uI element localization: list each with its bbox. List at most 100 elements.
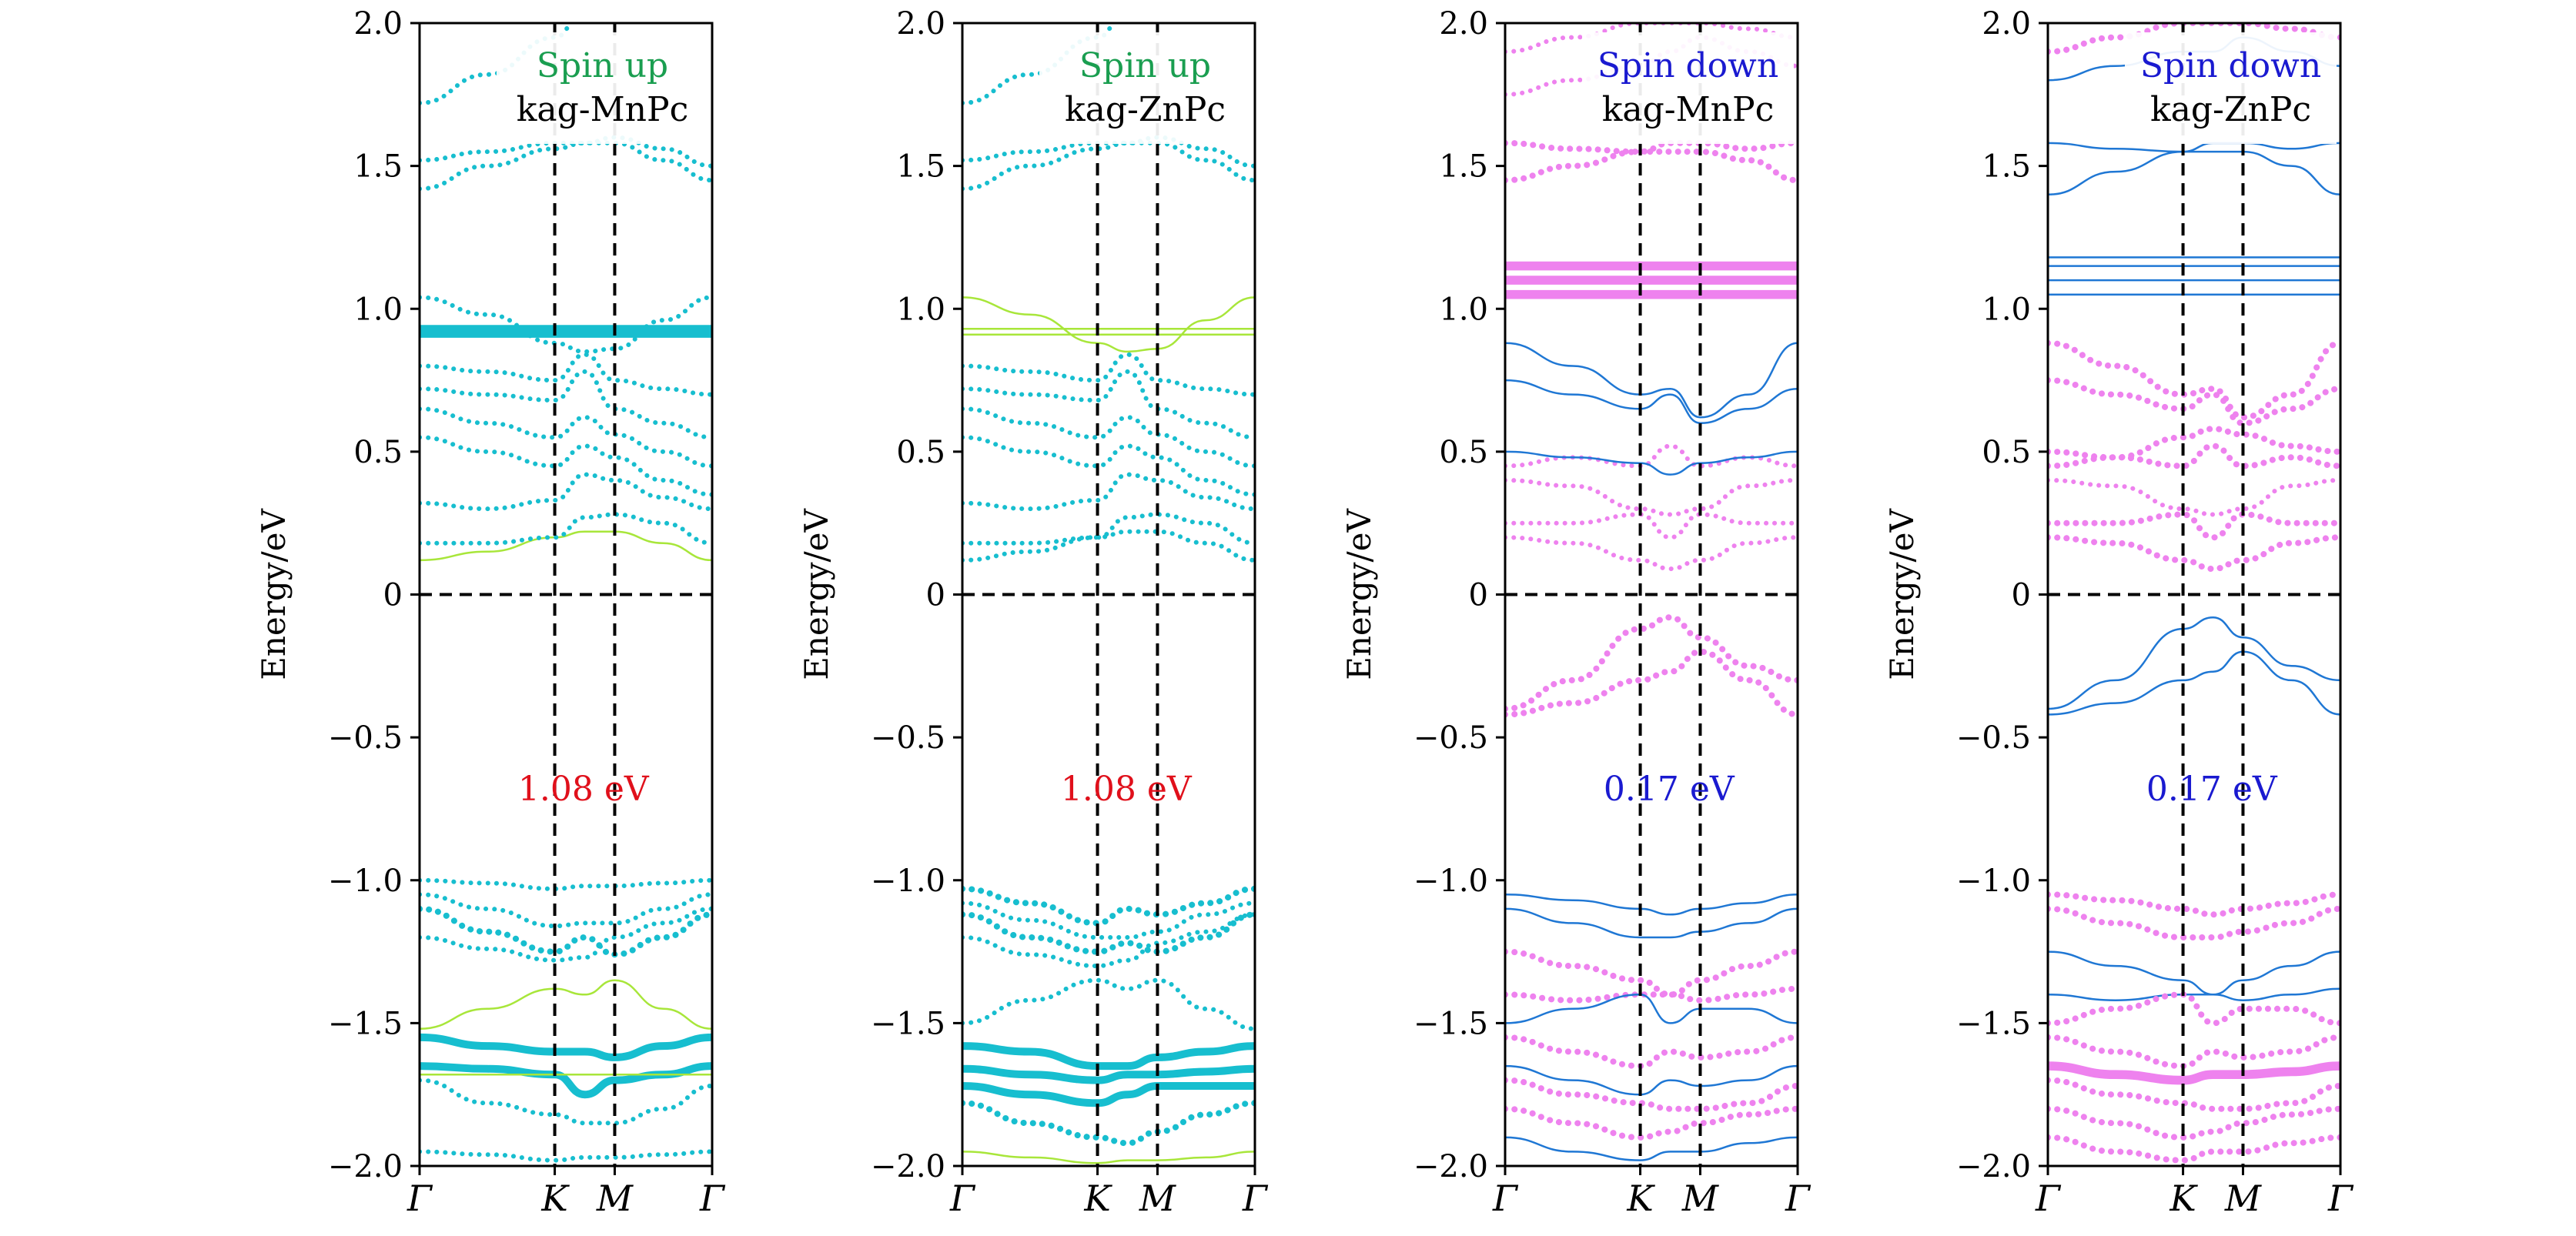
band-line [962,140,1255,192]
band-line [420,295,712,354]
band-line [2048,1077,2340,1112]
band-line [1505,894,1798,916]
band-line [420,892,712,929]
y-tick-label: 0.5 [353,435,403,470]
band-line [962,911,1255,955]
band-gap-label: 0.17 eV [2146,770,2278,809]
band-line [962,529,1255,563]
panel-1: 2.01.51.00.50−0.5−1.0−1.5−2.0Γ K M ΓEnergy/… [255,6,726,1219]
panel-3: 2.01.51.00.50−0.5−1.0−1.5−2.0Γ K M ΓEnergy/… [1340,6,1812,1219]
band-line [420,1033,712,1061]
band-line [962,912,1255,969]
y-tick-label: −2.0 [328,1149,403,1184]
band-line [2048,150,2340,196]
band-line [1505,23,1798,55]
band-line [420,906,712,963]
y-axis-label: Energy/eV [1883,509,1921,680]
spin-label: Spin down [2140,46,2321,85]
plot-area [420,23,712,1166]
y-tick-label: −1.5 [1956,1006,2031,1041]
band-line [1505,1034,1798,1070]
y-tick-label: −1.0 [1956,864,2031,899]
kpoint-label: Γ [949,1178,976,1219]
kpoint-label: Γ [2035,1178,2062,1219]
y-tick-label: −2.0 [871,1149,945,1184]
band-line [962,369,1255,440]
spin-label: Spin up [1079,46,1211,85]
panel-2: 2.01.51.00.50−0.5−1.0−1.5−2.0Γ K M ΓEnergy/… [798,6,1269,1219]
band-line [2048,339,2340,421]
y-tick-label: −2.0 [1956,1149,2031,1184]
band-line [420,369,712,440]
y-tick-label: 0.5 [1439,435,1488,470]
band-line [2048,511,2340,541]
y-tick-label: −0.5 [1413,720,1488,756]
band-line [2048,1134,2340,1164]
kpoint-label: Γ [699,1178,726,1219]
y-tick-label: 0 [1469,578,1488,613]
y-tick-label: 1.5 [1982,149,2031,185]
band-gap-label: 1.08 eV [1061,770,1193,809]
y-tick-label: 0.5 [1982,435,2031,470]
band-line [962,135,1255,169]
kpoint-label: K [1626,1178,1655,1219]
band-line [2048,1061,2340,1085]
band-line [1505,512,1798,540]
y-tick-label: −1.0 [328,864,403,899]
band-line [420,472,712,512]
y-tick-label: −0.5 [328,720,403,756]
band-line [1505,379,1798,425]
band-line [420,877,712,891]
kpoint-label: Γ [406,1178,433,1219]
spin-label: Spin down [1597,46,1778,85]
y-tick-label: −0.5 [871,720,945,756]
band-line [962,296,1255,353]
band-line [2048,426,2340,461]
band-line [2048,950,2340,996]
band-gap-label: 1.08 eV [518,770,650,809]
y-tick-label: −1.5 [871,1006,945,1041]
band-line [420,979,712,1031]
band-line [962,352,1255,397]
band-line [1505,35,1798,97]
band-line [1505,1077,1798,1112]
y-tick-label: 1.0 [1982,292,2031,327]
band-line [2048,23,2340,55]
band-line [2048,987,2340,1001]
band-line [2048,443,2340,469]
kpoint-label: K [2169,1178,2198,1219]
material-label: kag-MnPc [517,90,689,129]
band-line [1505,342,1798,419]
y-axis-label: Energy/eV [255,509,293,680]
band-line [962,1151,1255,1164]
band-line [2048,991,2340,1027]
band-line [420,530,712,562]
band-line [962,900,1255,940]
band-line [962,1064,1255,1084]
band-line [1505,139,1798,155]
kpoint-label: Γ [1785,1178,1812,1219]
band-line [2048,905,2340,941]
material-label: kag-ZnPc [1065,90,1226,129]
band-line [1505,1105,1798,1141]
band-gap-label: 0.17 eV [1604,770,1735,809]
band-line [1505,994,1798,1024]
y-tick-label: 0 [926,578,945,613]
kpoint-label: M [2224,1178,2263,1219]
band-line [420,406,712,469]
band-line [962,1100,1255,1147]
plot-area [1505,23,1798,1166]
band-line [420,135,712,169]
band-line [420,1077,712,1126]
kpoint-label: K [540,1178,570,1219]
band-line [2048,1034,2340,1070]
band-line [420,352,712,397]
band-line [420,1149,712,1163]
y-tick-label: 1.0 [353,292,403,327]
annotation-box [497,32,708,144]
band-line [1505,985,1798,1004]
band-line [1505,535,1798,572]
band-line [962,406,1255,469]
